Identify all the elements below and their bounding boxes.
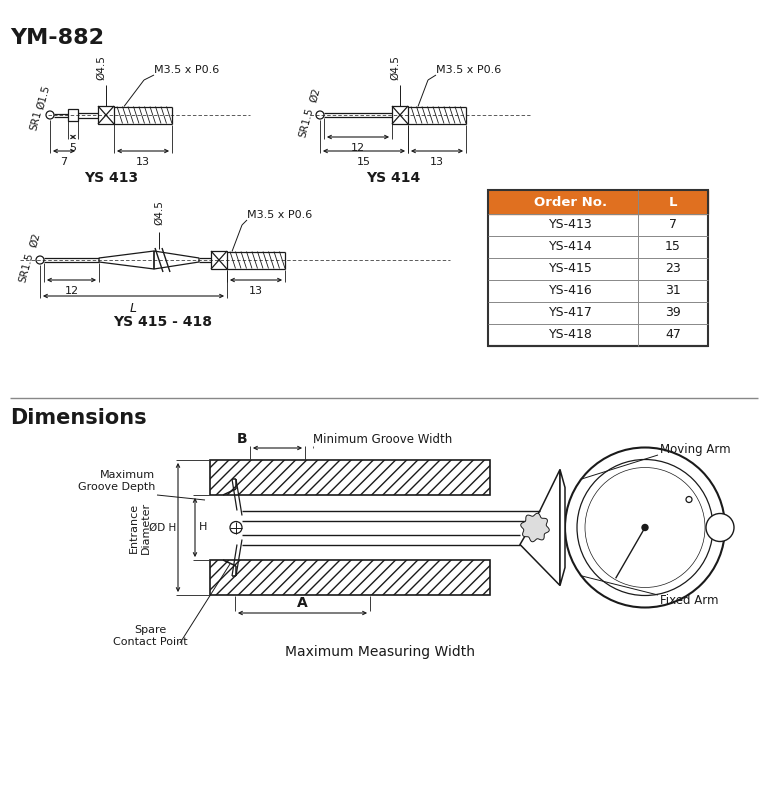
Text: 7: 7 [61,157,68,167]
Text: Ø4.5: Ø4.5 [390,55,400,80]
Text: Order No.: Order No. [534,196,607,208]
Text: Maximum Measuring Width: Maximum Measuring Width [285,645,475,659]
Text: 7: 7 [669,219,677,231]
Text: A: A [297,596,308,610]
Text: Moving Arm: Moving Arm [660,444,730,456]
Text: H: H [199,523,207,532]
Polygon shape [560,469,565,586]
Text: SR1.5: SR1.5 [297,107,315,139]
Circle shape [565,448,725,607]
Circle shape [706,513,734,542]
Polygon shape [521,513,549,542]
Text: B: B [237,432,247,446]
Text: L: L [130,302,137,315]
Text: 5: 5 [69,143,77,153]
Text: 12: 12 [351,143,365,153]
Text: YS 413: YS 413 [84,171,138,185]
Text: M3.5 x P0.6: M3.5 x P0.6 [247,210,313,220]
Text: YS-416: YS-416 [548,285,592,298]
Text: Entrance
Diameter: Entrance Diameter [129,501,151,554]
Text: YS-417: YS-417 [548,306,592,319]
Text: YM-882: YM-882 [10,28,104,48]
Text: 12: 12 [65,286,78,296]
Text: Minimum Groove Width: Minimum Groove Width [313,433,452,446]
Text: 47: 47 [665,329,681,342]
Bar [68,109,78,121]
Bar [210,460,490,495]
Text: Ø4.5: Ø4.5 [154,200,164,225]
Text: ØD H: ØD H [149,523,176,532]
Text: 15: 15 [665,240,681,254]
Bar [392,106,408,124]
Bar [211,251,227,269]
Text: 23: 23 [665,263,681,275]
Polygon shape [520,469,560,586]
Text: 39: 39 [665,306,681,319]
Text: YS 415 - 418: YS 415 - 418 [113,315,212,329]
Bar [488,190,708,346]
Text: YS-415: YS-415 [548,263,592,275]
Text: Ø2: Ø2 [308,86,322,104]
Text: YS-413: YS-413 [548,219,592,231]
Text: SR1: SR1 [28,109,44,131]
Text: L: L [669,196,677,208]
Text: SR1.5: SR1.5 [17,252,35,284]
Text: Dimensions: Dimensions [10,408,147,428]
Text: Maximum
Groove Depth: Maximum Groove Depth [78,470,155,492]
Text: Fixed Arm: Fixed Arm [660,594,719,606]
Text: 13: 13 [430,157,444,167]
Bar [488,190,708,214]
Text: YS 414: YS 414 [366,171,420,185]
Text: YS-414: YS-414 [548,240,592,254]
Bar [210,560,490,595]
Text: M3.5 x P0.6: M3.5 x P0.6 [436,65,502,75]
Text: 13: 13 [249,286,263,296]
Text: 15: 15 [357,157,371,167]
Text: Ø1.5: Ø1.5 [36,84,52,110]
Circle shape [642,524,648,531]
Text: M3.5 x P0.6: M3.5 x P0.6 [154,65,219,75]
Text: Spare
Contact Point: Spare Contact Point [113,625,187,646]
Text: Ø4.5: Ø4.5 [96,55,106,80]
Bar [98,106,114,124]
Text: YS-418: YS-418 [548,329,592,342]
Text: 13: 13 [136,157,150,167]
Text: Ø2: Ø2 [28,231,41,248]
Text: 31: 31 [665,285,681,298]
